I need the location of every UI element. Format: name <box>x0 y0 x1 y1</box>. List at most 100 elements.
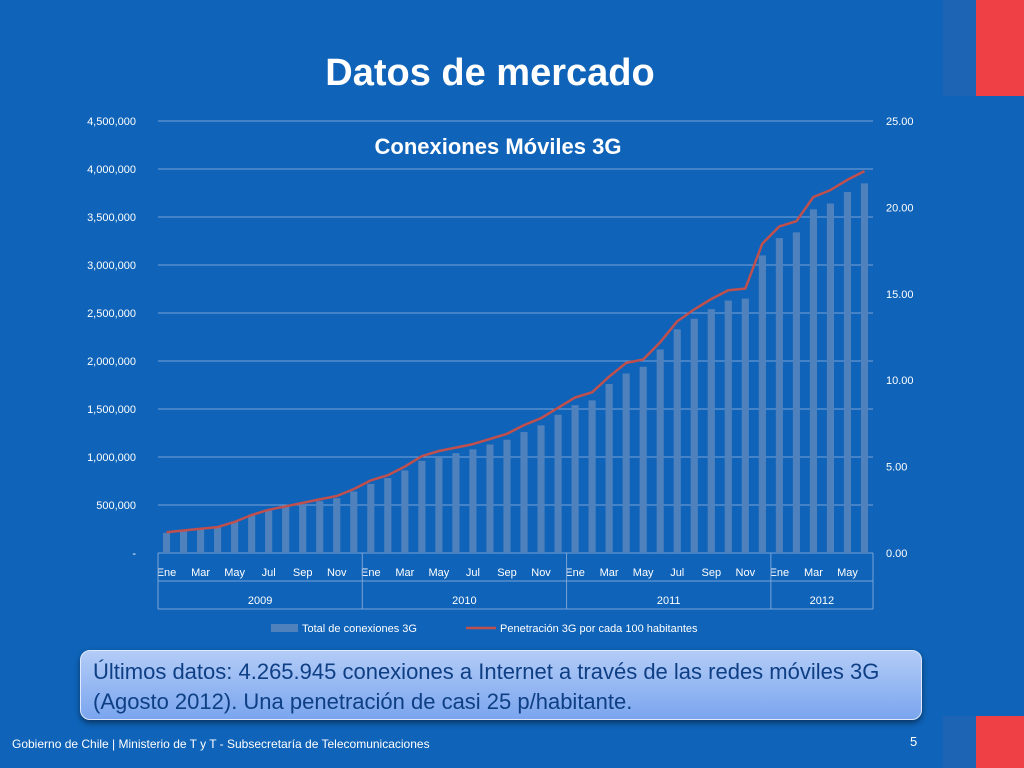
legend-label-bars: Total de conexiones 3G <box>302 623 417 635</box>
chart-bar <box>537 425 545 553</box>
right-tick-label: 20.00 <box>886 202 914 214</box>
chart-bar <box>758 255 766 553</box>
right-tick-label: 25.00 <box>886 116 914 128</box>
month-label: Mar <box>191 567 210 579</box>
month-label: Jul <box>670 567 684 579</box>
month-label: Ene <box>361 567 381 579</box>
month-label: Ene <box>565 567 585 579</box>
chart-line <box>166 169 866 534</box>
chart-title: Conexiones Móviles 3G <box>375 134 622 159</box>
chart-bar <box>162 532 171 553</box>
month-label: May <box>633 567 654 579</box>
slide-title: Datos de mercado <box>325 52 655 94</box>
month-label: May <box>837 567 858 579</box>
legend-label-line: Penetración 3G por cada 100 habitantes <box>500 623 698 635</box>
month-label: Nov <box>327 567 347 579</box>
right-tick-label: 5.00 <box>886 462 907 474</box>
chart-gridlines <box>158 120 873 554</box>
chart-bar <box>503 439 511 553</box>
left-tick-label: 2,500,000 <box>87 308 136 320</box>
chart-bar <box>656 349 664 553</box>
right-tick-label: 0.00 <box>886 548 907 560</box>
chart-bar <box>452 453 460 553</box>
chart-bar <box>639 366 647 553</box>
chart-legend: Total de conexiones 3G Penetración 3G por… <box>271 623 698 635</box>
chart-bars <box>162 183 869 554</box>
right-tick-label: 15.00 <box>886 289 914 301</box>
right-axis-ticks: 0.00 5.00 10.00 15.00 20.00 25.00 <box>886 116 914 560</box>
left-tick-label: 4,500,000 <box>87 116 136 128</box>
x-axis-ticks: Ene Mar May Jul Sep Nov Ene Mar May Jul Sep Nov Ene M… <box>157 553 874 610</box>
connections-chart: - 500,000 1,000,000 1,500,000 2,000,000 2,500… <box>87 116 914 635</box>
month-label: Sep <box>701 567 721 579</box>
left-tick-label: 2,000,000 <box>87 356 136 368</box>
penetration-line <box>166 169 866 534</box>
month-label: Sep <box>293 567 313 579</box>
left-tick-label: 3,500,000 <box>87 212 136 224</box>
month-label: Sep <box>497 567 517 579</box>
chart-bar <box>486 444 494 553</box>
month-label: May <box>429 567 450 579</box>
chart-bar <box>196 529 205 553</box>
chart-bar <box>554 414 562 553</box>
month-label: Nov <box>736 567 756 579</box>
month-label: Nov <box>531 567 551 579</box>
chart-bar <box>401 470 409 553</box>
chart-bar <box>724 300 732 553</box>
year-label: 2011 <box>657 595 681 607</box>
callout-box: Últimos datos: 4.265.945 conexiones a In… <box>80 650 922 720</box>
chart-bar <box>316 501 324 553</box>
chart-bar <box>775 238 783 553</box>
chart-bar <box>707 309 715 553</box>
left-tick-label: - <box>132 548 136 560</box>
chart-bar <box>741 298 749 553</box>
chart-bar <box>605 384 613 553</box>
chart-bar <box>809 209 817 553</box>
chart-bar <box>367 483 375 553</box>
chart-bar <box>843 192 852 553</box>
year-label: 2010 <box>452 595 476 607</box>
left-tick-label: 500,000 <box>96 500 136 512</box>
month-label: Ene <box>157 567 177 579</box>
left-tick-label: 3,000,000 <box>87 260 136 272</box>
flag-blue-band <box>943 716 976 768</box>
chart-bar <box>418 460 426 553</box>
chart-bar <box>673 329 681 553</box>
chart-bar <box>231 521 239 553</box>
chart-bar <box>299 504 307 553</box>
chart-bar <box>622 373 630 553</box>
left-tick-label: 4,000,000 <box>87 164 136 176</box>
left-tick-label: 1,500,000 <box>87 404 136 416</box>
chart-bar <box>282 506 290 553</box>
footer-text: Gobierno de Chile | Ministerio de T y T … <box>12 737 430 751</box>
chart-bar <box>520 432 528 553</box>
chart-bar <box>265 509 273 553</box>
chart-bar <box>350 491 358 553</box>
flag-red-band <box>976 716 1024 768</box>
year-label: 2012 <box>810 595 834 607</box>
month-label: Mar <box>395 567 414 579</box>
month-label: Ene <box>770 567 790 579</box>
chart-bar <box>860 183 869 553</box>
chart-bar <box>792 232 800 554</box>
chart-bar <box>214 526 222 553</box>
chart-bar <box>384 478 392 553</box>
month-label: Jul <box>466 567 480 579</box>
chart-bar <box>690 318 698 553</box>
chart-bar <box>333 498 341 553</box>
chart-bar <box>469 449 477 553</box>
legend-swatch-bars <box>271 624 298 632</box>
flag-blue-band <box>943 0 976 96</box>
chart-bar <box>826 203 835 553</box>
chart-bar <box>435 457 443 553</box>
chart-bar <box>588 400 596 553</box>
right-tick-label: 10.00 <box>886 375 914 387</box>
month-label: May <box>224 567 245 579</box>
month-label: Mar <box>804 567 823 579</box>
year-label: 2009 <box>248 595 272 607</box>
flag-red-band <box>976 0 1024 96</box>
chart-bar <box>248 514 256 553</box>
chart-bar <box>571 405 579 553</box>
month-label: Mar <box>600 567 619 579</box>
left-axis-ticks: - 500,000 1,000,000 1,500,000 2,000,000 2,500… <box>87 116 136 560</box>
